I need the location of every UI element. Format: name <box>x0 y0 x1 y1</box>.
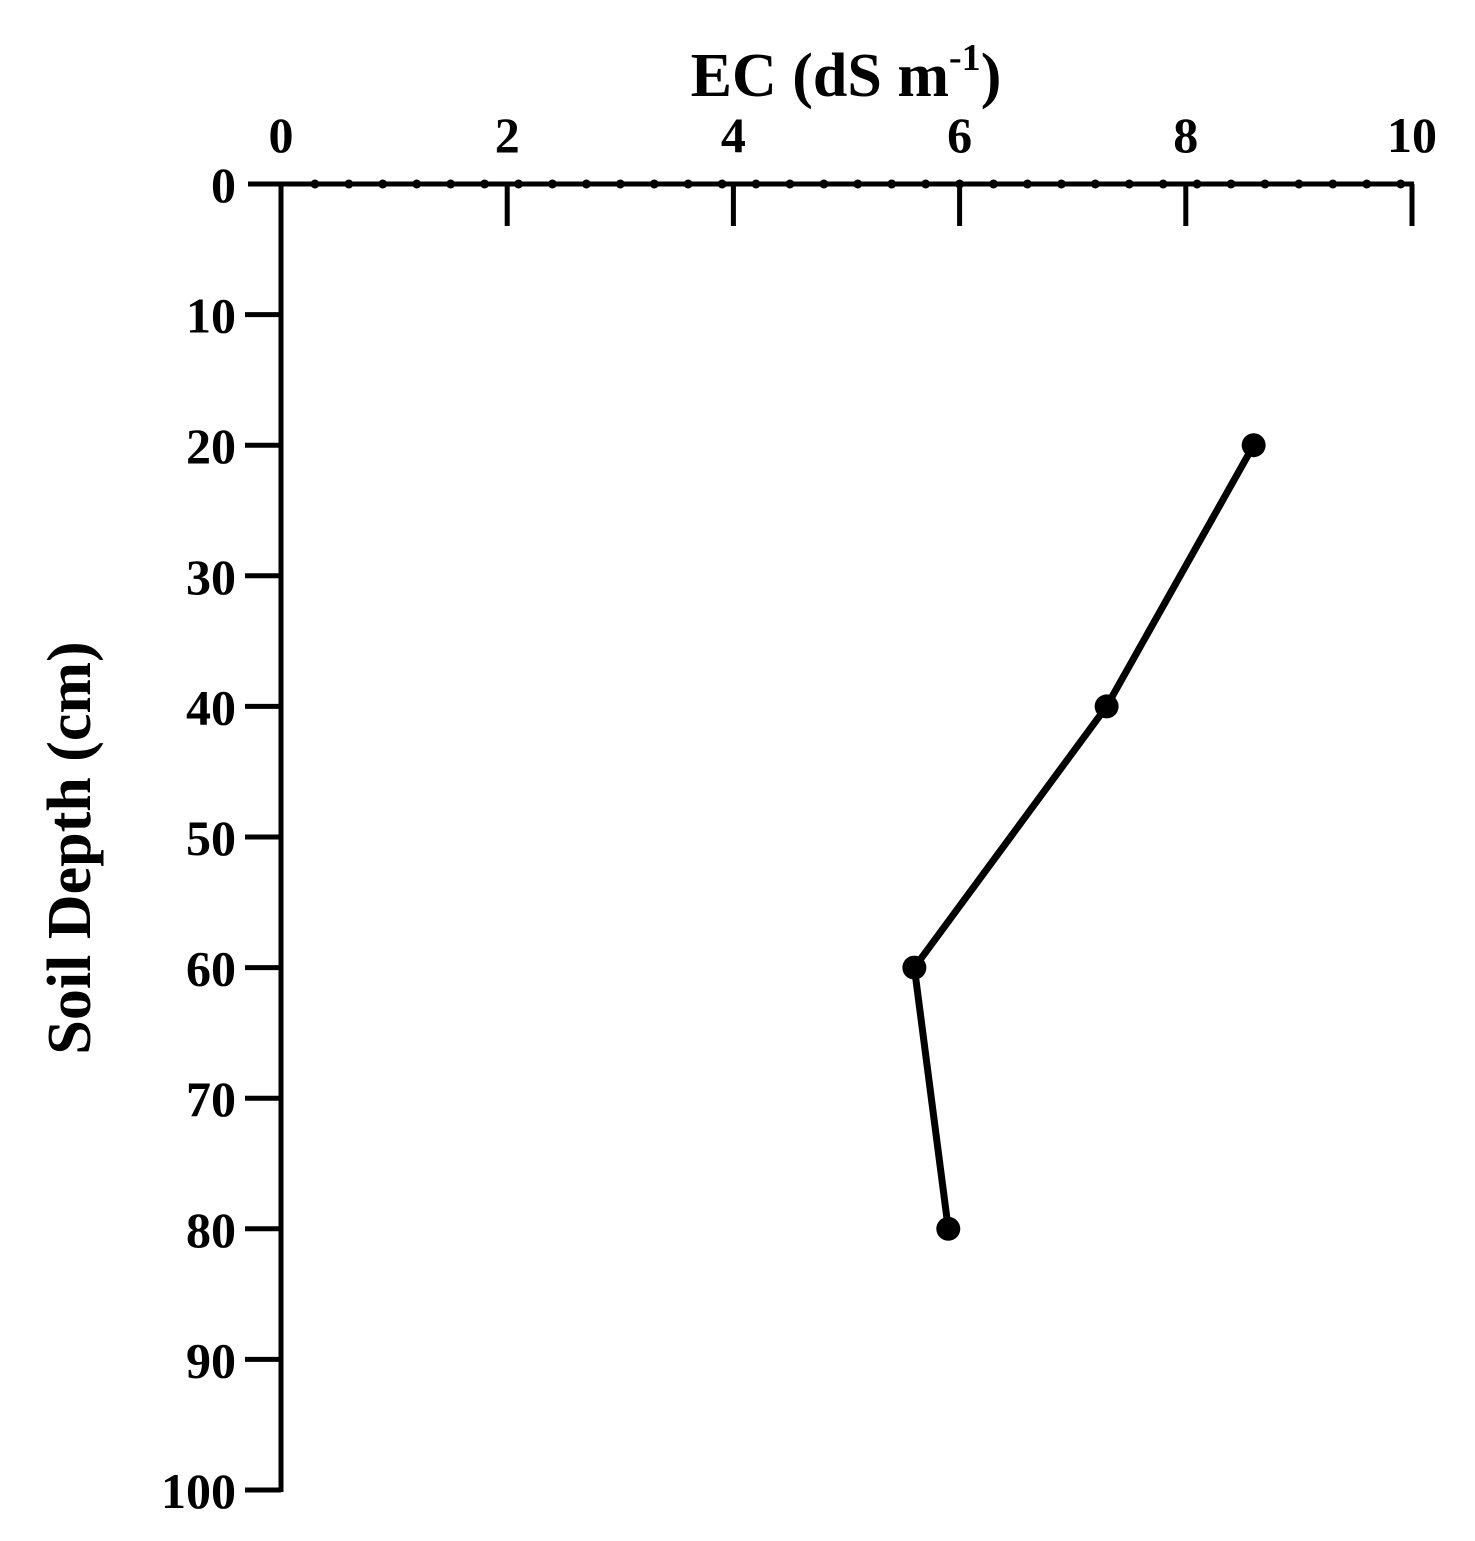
data-point <box>1094 694 1119 719</box>
x-minor-dot <box>1226 179 1236 189</box>
y-axis-title: Soil Depth (cm) <box>36 641 104 1054</box>
y-tick-label: 80 <box>186 1202 236 1258</box>
x-axis-title-close: ) <box>981 42 1002 110</box>
x-minor-dot <box>1294 179 1304 189</box>
x-minor-dot <box>1022 179 1032 189</box>
y-tick-label: 30 <box>186 549 236 605</box>
x-tick-label: 2 <box>495 107 520 163</box>
series-line <box>910 443 1257 1230</box>
x-axis-title-sup: -1 <box>949 37 981 79</box>
x-minor-dot <box>785 179 795 189</box>
x-minor-dot <box>921 179 931 189</box>
y-tick-label: 50 <box>186 810 236 866</box>
x-minor-dot <box>1056 179 1066 189</box>
x-minor-dot <box>310 179 320 189</box>
x-minor-dot <box>446 179 456 189</box>
x-minor-dot <box>649 179 659 189</box>
y-tick-label: 40 <box>186 679 236 735</box>
x-minor-dot <box>717 179 727 189</box>
x-axis-title: EC (dS m-1) <box>691 37 1002 110</box>
x-minor-dot <box>412 179 422 189</box>
x-axis-title-main: EC (dS m <box>691 42 949 110</box>
series-group <box>902 433 1266 1241</box>
x-minor-dot <box>751 179 761 189</box>
x-minor-dot <box>819 179 829 189</box>
y-tick-label: 90 <box>186 1332 236 1388</box>
y-tick-label: 70 <box>186 1071 236 1127</box>
x-minor-dot <box>1192 179 1202 189</box>
x-minor-dot <box>887 179 897 189</box>
data-point <box>902 955 927 980</box>
x-minor-dot <box>1124 179 1134 189</box>
x-minor-dots <box>310 179 1406 189</box>
x-minor-dot <box>1090 179 1100 189</box>
x-minor-dot <box>683 179 693 189</box>
y-ticks: 0 10 20 30 40 50 60 70 80 90 100 <box>161 157 281 1519</box>
x-minor-dot <box>344 179 354 189</box>
data-point <box>1241 433 1266 458</box>
y-tick-label: 20 <box>186 418 236 474</box>
y-tick-label: 0 <box>211 157 236 213</box>
x-minor-dot <box>1362 179 1372 189</box>
x-tick-label: 6 <box>947 107 972 163</box>
x-minor-dot <box>1260 179 1270 189</box>
x-tick-label: 4 <box>721 107 746 163</box>
x-tick-label: 10 <box>1387 107 1437 163</box>
y-tick-label: 100 <box>161 1463 236 1519</box>
axes <box>248 181 1414 1492</box>
x-minor-dot <box>989 179 999 189</box>
x-minor-dot <box>480 179 490 189</box>
y-tick-label: 60 <box>186 941 236 997</box>
x-minor-dot <box>547 179 557 189</box>
data-point <box>936 1216 961 1241</box>
x-minor-dot <box>378 179 388 189</box>
x-minor-dot <box>514 179 524 189</box>
x-tick-label: 8 <box>1173 107 1198 163</box>
x-minor-dot <box>1158 179 1168 189</box>
x-minor-dot <box>581 179 591 189</box>
x-tick-label: 0 <box>269 107 294 163</box>
x-minor-dot <box>1328 179 1338 189</box>
x-ticks: 0 2 4 6 8 10 <box>269 107 1437 226</box>
y-tick-label: 10 <box>186 288 236 344</box>
x-minor-dot <box>1396 179 1406 189</box>
x-minor-dot <box>853 179 863 189</box>
x-minor-dot <box>615 179 625 189</box>
